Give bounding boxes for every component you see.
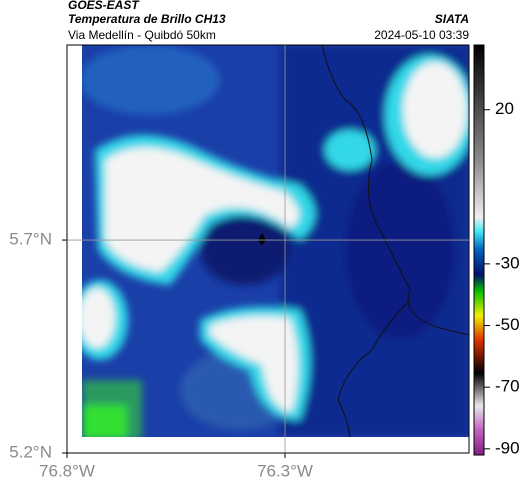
colorbar-label: -50	[495, 315, 520, 334]
x-tick-label: 76.8°W	[39, 461, 95, 480]
colorbar-label: -70	[495, 377, 520, 396]
region: Via Medellín - Quibdó 50km	[68, 28, 216, 42]
satellite: GOES-EAST	[68, 0, 140, 12]
y-tick-label: 5.7°N	[9, 230, 52, 249]
colorbar	[473, 44, 485, 456]
map-frame	[66, 44, 470, 454]
colorbar-label: -30	[495, 253, 520, 272]
location-marker	[258, 233, 266, 245]
colorbar-label: 20	[495, 99, 514, 118]
satellite-image	[82, 45, 469, 437]
colorbar-label: -90	[495, 438, 520, 457]
product: Temperatura de Brillo CH13	[68, 12, 226, 26]
x-tick-label: 76.3°W	[257, 461, 313, 480]
source: SIATA	[435, 12, 469, 26]
y-tick-label: 5.2°N	[9, 442, 52, 461]
timestamp: 2024-05-10 03:39	[374, 28, 469, 42]
